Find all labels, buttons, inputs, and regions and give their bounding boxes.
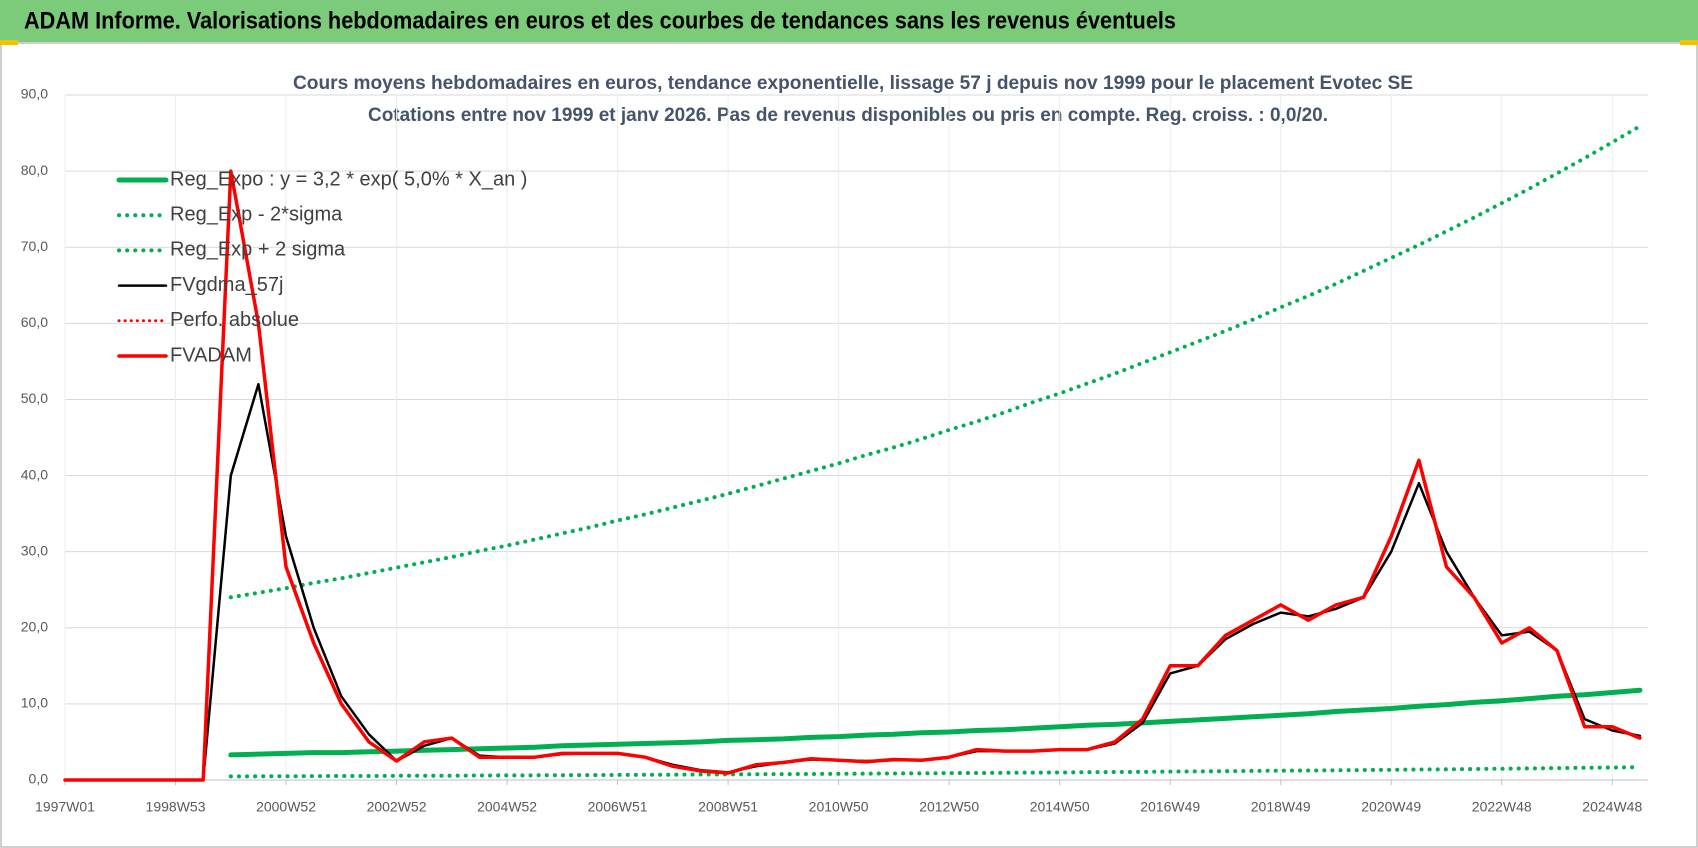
y-tick-label: 80,0 <box>21 162 48 178</box>
corner <box>0 40 18 45</box>
x-tick-label: 2002W52 <box>367 799 427 815</box>
legend-label: Perfo. absolue <box>170 309 299 331</box>
y-tick-label: 50,0 <box>21 390 48 406</box>
x-tick-label: 2010W50 <box>809 799 869 815</box>
x-tick-label: 2016W49 <box>1140 799 1200 815</box>
x-tick-label: 1998W53 <box>146 799 206 815</box>
legend-label: Reg_Expo : y = 3,2 * exp( 5,0% * X_an ) <box>170 168 527 190</box>
x-tick-label: 2020W49 <box>1361 799 1421 815</box>
y-tick-label: 70,0 <box>21 238 48 254</box>
x-tick-label: 2012W50 <box>919 799 979 815</box>
y-tick-label: 40,0 <box>21 466 48 482</box>
y-tick-label: 90,0 <box>21 86 48 102</box>
series-line <box>63 169 1642 782</box>
x-tick-label: 2022W48 <box>1472 799 1532 815</box>
header-band <box>0 0 1698 42</box>
x-tick-label: 2024W48 <box>1582 799 1642 815</box>
legend-label: Reg_Exp + 2 sigma <box>170 239 346 261</box>
page-title: ADAM Informe. Valorisations hebdomadaire… <box>24 7 1176 34</box>
legend-label: FVgdma_57j <box>170 274 283 296</box>
legend-label: FVADAM <box>170 344 252 366</box>
x-tick-label: 2018W49 <box>1251 799 1311 815</box>
y-tick-label: 60,0 <box>21 314 48 330</box>
corner <box>1680 40 1698 45</box>
chart-title: Cours moyens hebdomadaires en euros, ten… <box>293 73 1413 94</box>
y-tick-label: 10,0 <box>21 695 48 711</box>
x-tick-label: 2000W52 <box>256 799 316 815</box>
x-tick-label: 2004W52 <box>477 799 537 815</box>
y-tick-label: 0,0 <box>29 771 49 787</box>
x-tick-label: 2014W50 <box>1030 799 1090 815</box>
x-tick-label: 2008W51 <box>698 799 758 815</box>
chart-subtitle: Cotations entre nov 1999 et janv 2026. P… <box>368 105 1328 126</box>
y-tick-label: 30,0 <box>21 542 48 558</box>
series-line <box>228 765 1642 779</box>
y-tick-label: 20,0 <box>21 618 48 634</box>
legend-label: Reg_Exp - 2*sigma <box>170 203 343 225</box>
chart-frame <box>0 42 1698 848</box>
x-tick-label: 1997W01 <box>35 799 95 815</box>
x-tick-label: 2006W51 <box>588 799 648 815</box>
